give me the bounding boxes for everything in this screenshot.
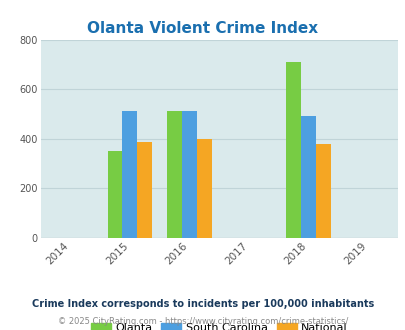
Legend: Olanta, South Carolina, National: Olanta, South Carolina, National <box>86 318 351 330</box>
Text: Olanta Violent Crime Index: Olanta Violent Crime Index <box>87 21 318 36</box>
Bar <box>137 142 152 238</box>
Bar <box>196 139 211 238</box>
Bar <box>167 112 181 238</box>
Bar <box>286 62 301 238</box>
Text: Crime Index corresponds to incidents per 100,000 inhabitants: Crime Index corresponds to incidents per… <box>32 299 373 309</box>
Bar <box>122 112 137 238</box>
Bar <box>181 112 196 238</box>
Text: © 2025 CityRating.com - https://www.cityrating.com/crime-statistics/: © 2025 CityRating.com - https://www.city… <box>58 317 347 326</box>
Bar <box>315 144 330 238</box>
Bar <box>301 116 315 238</box>
Bar <box>107 151 122 238</box>
